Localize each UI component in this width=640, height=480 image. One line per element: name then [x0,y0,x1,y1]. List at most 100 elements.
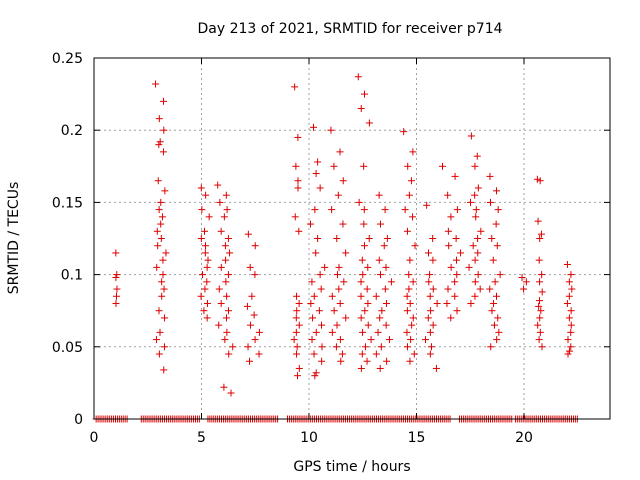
data-point [318,321,326,329]
data-point [405,285,413,293]
data-point [248,292,256,300]
data-point [365,119,373,127]
data-point [292,314,300,322]
data-point [357,292,365,300]
data-point [335,285,343,293]
y-tick-label: 0 [74,412,83,428]
data-point [358,350,366,358]
data-point [312,249,320,257]
data-point [563,260,571,268]
data-point [155,350,163,358]
data-point [161,314,169,322]
data-point [520,285,528,293]
data-point [493,187,501,195]
data-point [154,242,162,250]
data-point [457,249,465,257]
data-point [363,285,371,293]
data-point [311,372,319,380]
data-point [380,242,388,250]
data-point [112,249,120,257]
data-point [489,256,497,264]
data-point [227,389,235,397]
data-point [336,336,344,344]
data-point [486,198,494,206]
data-point [293,307,301,315]
data-point [382,263,390,271]
data-point [357,105,365,113]
data-point [293,292,301,300]
data-point [474,184,482,192]
data-point [375,191,383,199]
data-point [409,278,417,286]
data-point [342,314,350,322]
data-point [153,263,161,271]
data-point [158,213,166,221]
data-point [426,292,434,300]
data-point [564,336,572,344]
y-axis-label: SRMTID / TECUs [6,182,22,295]
data-point [216,198,224,206]
data-point [471,278,479,286]
data-point [336,148,344,156]
data-point [316,271,324,279]
data-point [493,336,501,344]
x-axis-label: GPS time / hours [293,459,410,475]
data-point [309,314,317,322]
data-point [251,336,259,344]
data-point [357,314,365,322]
data-point [567,271,575,279]
data-point [251,242,259,250]
data-point [292,162,300,170]
data-point [536,314,544,322]
data-point [112,273,120,281]
data-point [307,299,315,307]
x-tick-label: 15 [408,430,426,446]
data-point [160,285,168,293]
data-point [255,328,263,336]
data-point [328,292,336,300]
data-point [314,235,322,242]
data-point [224,271,232,279]
data-point [334,191,342,199]
data-point [224,235,232,242]
data-point [198,206,206,214]
data-point [152,336,160,344]
data-point [226,249,234,257]
data-point [246,321,254,329]
data-point [223,292,231,300]
data-point [294,177,302,185]
data-point [425,278,433,286]
data-point [162,249,170,257]
data-point [565,314,573,322]
data-point [318,343,326,351]
data-point [495,328,503,336]
data-point [318,357,326,365]
data-point [453,271,461,279]
data-point [203,314,211,322]
data-point [160,97,168,105]
data-point [538,288,546,296]
data-point [330,162,338,170]
data-point [376,314,384,322]
data-point [336,299,344,307]
data-point [451,292,459,300]
data-point [567,328,575,336]
data-point [536,235,544,242]
data-point [155,141,163,149]
x-tick-label: 5 [197,430,206,446]
data-point [536,297,544,305]
data-point [382,321,390,329]
data-point [328,206,336,214]
data-point [406,357,414,365]
data-point [201,242,209,250]
data-point [333,235,341,242]
data-point [536,278,544,286]
data-point [307,220,315,228]
data-point [201,227,209,235]
data-point [291,83,299,91]
data-point [214,181,222,189]
data-point [429,235,437,242]
data-point [217,227,225,235]
data-point [205,213,213,221]
data-point [432,364,440,372]
